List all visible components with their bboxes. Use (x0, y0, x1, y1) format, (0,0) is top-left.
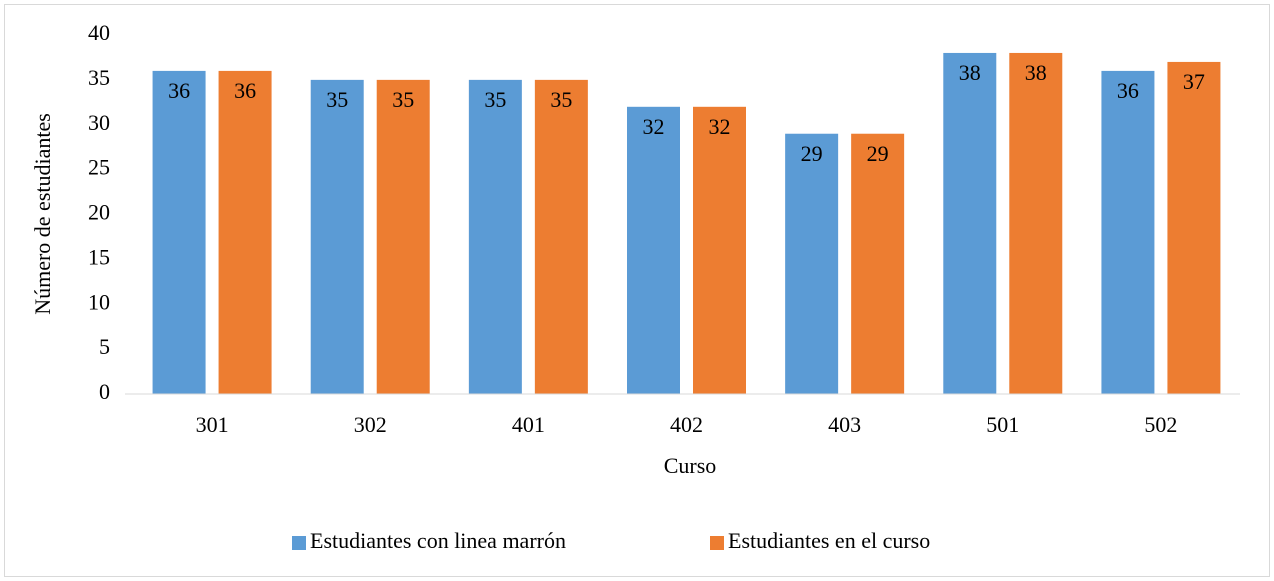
bar (943, 52, 997, 394)
data-label: 38 (1025, 60, 1047, 85)
bar (376, 79, 430, 394)
bar (693, 106, 746, 395)
y-tick-label: 15 (88, 244, 110, 269)
y-tick-label: 40 (88, 20, 110, 45)
x-tick-label: 301 (196, 412, 229, 437)
bar (1009, 52, 1063, 394)
bar (1167, 61, 1221, 395)
bar (218, 70, 272, 395)
y-tick-label: 30 (88, 110, 110, 135)
data-label: 35 (550, 87, 572, 112)
x-tick-label: 501 (986, 412, 1019, 437)
bar (310, 79, 364, 394)
bar (785, 133, 839, 394)
legend-label: Estudiantes en el curso (728, 528, 930, 553)
legend-swatch (292, 536, 306, 550)
data-label: 35 (484, 87, 506, 112)
bar (851, 133, 905, 394)
data-label: 35 (392, 87, 414, 112)
data-label: 37 (1183, 69, 1205, 94)
bar (534, 79, 588, 394)
data-label: 32 (709, 114, 731, 139)
data-label: 35 (326, 87, 348, 112)
y-axis-title: Número de estudiantes (30, 113, 55, 315)
data-label: 36 (168, 78, 190, 103)
bar (1101, 70, 1155, 395)
bar (468, 79, 522, 394)
legend-label: Estudiantes con linea marrón (310, 528, 566, 553)
data-label: 36 (234, 78, 256, 103)
y-tick-label: 20 (88, 200, 110, 225)
y-tick-label: 5 (99, 334, 110, 359)
x-tick-label: 403 (828, 412, 861, 437)
data-label: 36 (1117, 78, 1139, 103)
y-tick-label: 35 (88, 65, 110, 90)
bar (152, 70, 206, 395)
y-tick-label: 0 (99, 379, 110, 404)
x-tick-label: 402 (670, 412, 703, 437)
data-label: 38 (959, 60, 981, 85)
data-label: 29 (867, 141, 889, 166)
data-label: 29 (801, 141, 823, 166)
x-tick-label: 302 (354, 412, 387, 437)
legend-swatch (710, 536, 724, 550)
y-tick-label: 10 (88, 289, 110, 314)
x-tick-label: 401 (512, 412, 545, 437)
bar (627, 106, 680, 395)
data-label: 32 (643, 114, 665, 139)
y-tick-label: 25 (88, 155, 110, 180)
x-axis-title: Curso (664, 453, 717, 478)
x-tick-label: 502 (1144, 412, 1177, 437)
